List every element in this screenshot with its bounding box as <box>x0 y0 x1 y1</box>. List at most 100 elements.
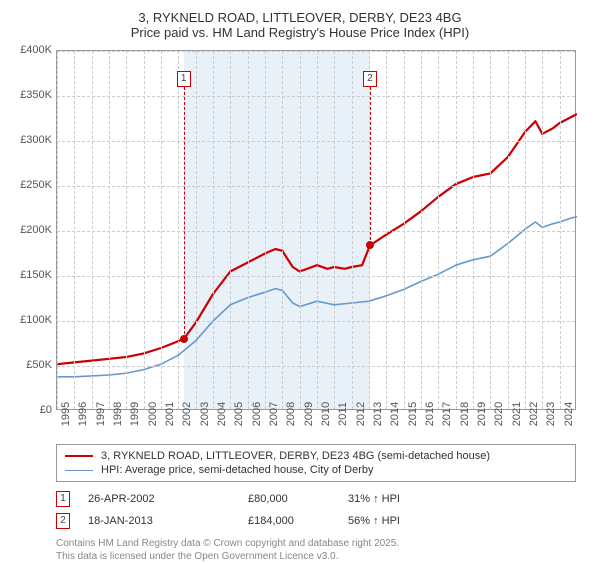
gridline-v <box>300 51 301 409</box>
gridline-v <box>508 51 509 409</box>
gridline-v <box>161 51 162 409</box>
sale-marker-dot <box>366 241 374 249</box>
gridline-v <box>74 51 75 409</box>
gridline-v <box>196 51 197 409</box>
x-tick-label: 1995 <box>60 402 72 426</box>
gridline-v <box>213 51 214 409</box>
y-tick-label: £100K <box>20 314 52 326</box>
gridline-v <box>456 51 457 409</box>
x-tick-label: 2012 <box>355 402 367 426</box>
x-tick-label: 2014 <box>389 402 401 426</box>
gridline-h <box>57 51 575 52</box>
x-tick-label: 1998 <box>112 402 124 426</box>
gridline-v <box>542 51 543 409</box>
x-tick-label: 2019 <box>476 402 488 426</box>
x-tick-label: 2003 <box>199 402 211 426</box>
gridline-h <box>57 141 575 142</box>
gridline-v <box>525 51 526 409</box>
x-tick-label: 2006 <box>251 402 263 426</box>
x-tick-label: 2020 <box>493 402 505 426</box>
gridline-v <box>126 51 127 409</box>
x-tick-label: 2010 <box>320 402 332 426</box>
legend-label: HPI: Average price, semi-detached house,… <box>101 464 374 476</box>
gridline-h <box>57 96 575 97</box>
chart-title: 3, RYKNELD ROAD, LITTLEOVER, DERBY, DE23… <box>16 10 584 25</box>
sale-pct: 56% ↑ HPI <box>348 515 448 527</box>
x-tick-label: 2022 <box>528 402 540 426</box>
gridline-v <box>438 51 439 409</box>
gridline-h <box>57 366 575 367</box>
gridline-v <box>230 51 231 409</box>
x-tick-label: 2017 <box>441 402 453 426</box>
x-tick-label: 2018 <box>459 402 471 426</box>
gridline-v <box>421 51 422 409</box>
chart-wrap: 12 £0£50K£100K£150K£200K£250K£300K£350K£… <box>16 44 584 438</box>
x-tick-label: 2009 <box>303 402 315 426</box>
x-tick-label: 2000 <box>147 402 159 426</box>
y-tick-label: £150K <box>20 269 52 281</box>
sale-pct: 31% ↑ HPI <box>348 493 448 505</box>
gridline-h <box>57 276 575 277</box>
gridline-v <box>490 51 491 409</box>
gridline-v <box>386 51 387 409</box>
gridline-h <box>57 231 575 232</box>
gridline-v <box>334 51 335 409</box>
sale-marker-line <box>370 87 371 245</box>
y-tick-label: £50K <box>26 359 52 371</box>
x-tick-label: 1997 <box>95 402 107 426</box>
legend-swatch <box>65 455 93 457</box>
gridline-h <box>57 321 575 322</box>
gridline-v <box>352 51 353 409</box>
x-tick-label: 2002 <box>181 402 193 426</box>
chart-subtitle: Price paid vs. HM Land Registry's House … <box>16 25 584 40</box>
gridline-v <box>282 51 283 409</box>
license-text: Contains HM Land Registry data © Crown c… <box>56 538 576 563</box>
x-tick-label: 2005 <box>233 402 245 426</box>
sale-row: 2 18-JAN-2013£184,00056% ↑ HPI <box>56 510 576 532</box>
gridline-v <box>248 51 249 409</box>
chart-container: 3, RYKNELD ROAD, LITTLEOVER, DERBY, DE23… <box>0 0 600 560</box>
x-tick-label: 2004 <box>216 402 228 426</box>
x-tick-label: 2008 <box>285 402 297 426</box>
gridline-v <box>404 51 405 409</box>
x-tick-label: 2016 <box>424 402 436 426</box>
sale-price: £80,000 <box>248 493 348 505</box>
legend-label: 3, RYKNELD ROAD, LITTLEOVER, DERBY, DE23… <box>101 450 490 462</box>
x-tick-label: 1996 <box>77 402 89 426</box>
gridline-v <box>265 51 266 409</box>
sale-marker-2: 2 <box>363 71 377 87</box>
gridline-h <box>57 186 575 187</box>
gridline-v <box>317 51 318 409</box>
sale-date: 18-JAN-2013 <box>88 515 248 527</box>
license-line: This data is licensed under the Open Gov… <box>56 551 576 563</box>
x-tick-label: 2013 <box>372 402 384 426</box>
sale-row-marker: 2 <box>56 513 70 529</box>
sale-row-marker: 1 <box>56 491 70 507</box>
sale-marker-line <box>184 87 185 339</box>
sales-table: 126-APR-2002£80,00031% ↑ HPI 2 18-JAN-2013… <box>56 488 576 532</box>
plot-area: 12 <box>56 50 576 410</box>
y-tick-label: £200K <box>20 224 52 236</box>
license-line: Contains HM Land Registry data © Crown c… <box>56 538 576 551</box>
legend-row: 3, RYKNELD ROAD, LITTLEOVER, DERBY, DE23… <box>65 449 567 463</box>
sale-price: £184,000 <box>248 515 348 527</box>
x-tick-label: 2001 <box>164 402 176 426</box>
x-tick-label: 2007 <box>268 402 280 426</box>
x-tick-label: 2023 <box>545 402 557 426</box>
gridline-v <box>144 51 145 409</box>
legend: 3, RYKNELD ROAD, LITTLEOVER, DERBY, DE23… <box>56 444 576 482</box>
legend-row: HPI: Average price, semi-detached house,… <box>65 463 567 477</box>
legend-swatch <box>65 470 93 471</box>
sale-row: 126-APR-2002£80,00031% ↑ HPI <box>56 488 576 510</box>
y-tick-label: £250K <box>20 179 52 191</box>
gridline-v <box>92 51 93 409</box>
gridline-v <box>560 51 561 409</box>
sale-marker-dot <box>180 335 188 343</box>
gridline-v <box>109 51 110 409</box>
gridline-v <box>473 51 474 409</box>
y-tick-label: £400K <box>20 44 52 56</box>
sale-marker-1: 1 <box>177 71 191 87</box>
x-tick-label: 1999 <box>129 402 141 426</box>
gridline-v <box>57 51 58 409</box>
y-tick-label: £0 <box>40 404 52 416</box>
